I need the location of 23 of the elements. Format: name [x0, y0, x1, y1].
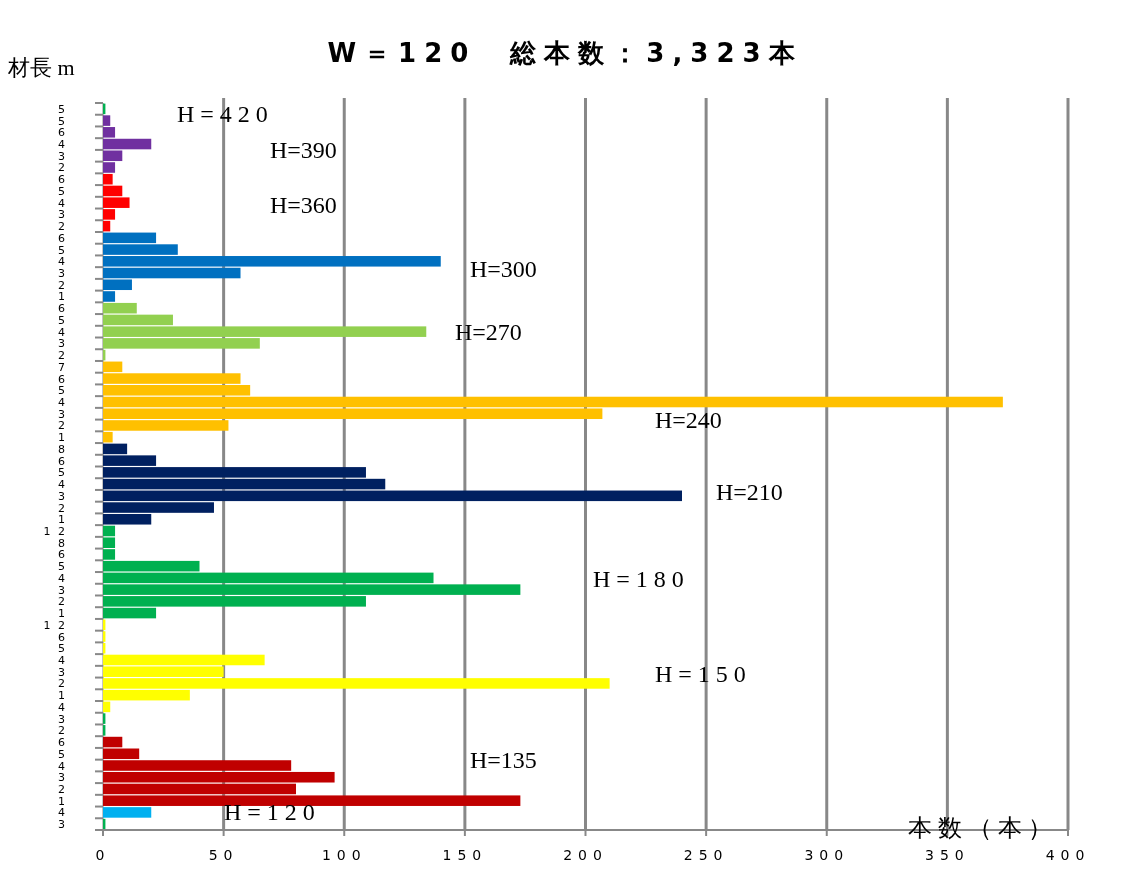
x-axis-title: 本数（本） — [908, 815, 1058, 841]
annotation: H=390 — [270, 137, 337, 163]
annotation: H=135 — [470, 747, 537, 773]
x-tick-label: 400 — [1045, 847, 1091, 863]
annotation: H=270 — [455, 319, 522, 345]
chart-title: W＝120 総本数：3,323本 — [327, 38, 803, 68]
x-tick-label: 200 — [563, 847, 608, 863]
annotation: H=360 — [270, 192, 337, 218]
annotation: H = 4 2 0 — [177, 101, 268, 127]
annotation: H=240 — [655, 407, 722, 433]
x-tick-label: 300 — [804, 847, 850, 863]
y-axis-title: 材長 m — [7, 55, 75, 80]
x-tick-label: 100 — [321, 847, 367, 863]
x-tick-label: 0 — [95, 847, 111, 863]
annotation: H=210 — [716, 479, 783, 505]
annotation: H = 1 2 0 — [224, 799, 315, 825]
x-tick-label: 350 — [925, 847, 970, 863]
x-tick-label: 150 — [442, 847, 488, 863]
x-tick-label: 250 — [683, 847, 729, 863]
annotation: H = 1 8 0 — [593, 566, 684, 592]
x-tick-label: 50 — [208, 847, 239, 863]
annotation: H=300 — [470, 256, 537, 282]
annotation: H = 1 5 0 — [655, 661, 746, 687]
